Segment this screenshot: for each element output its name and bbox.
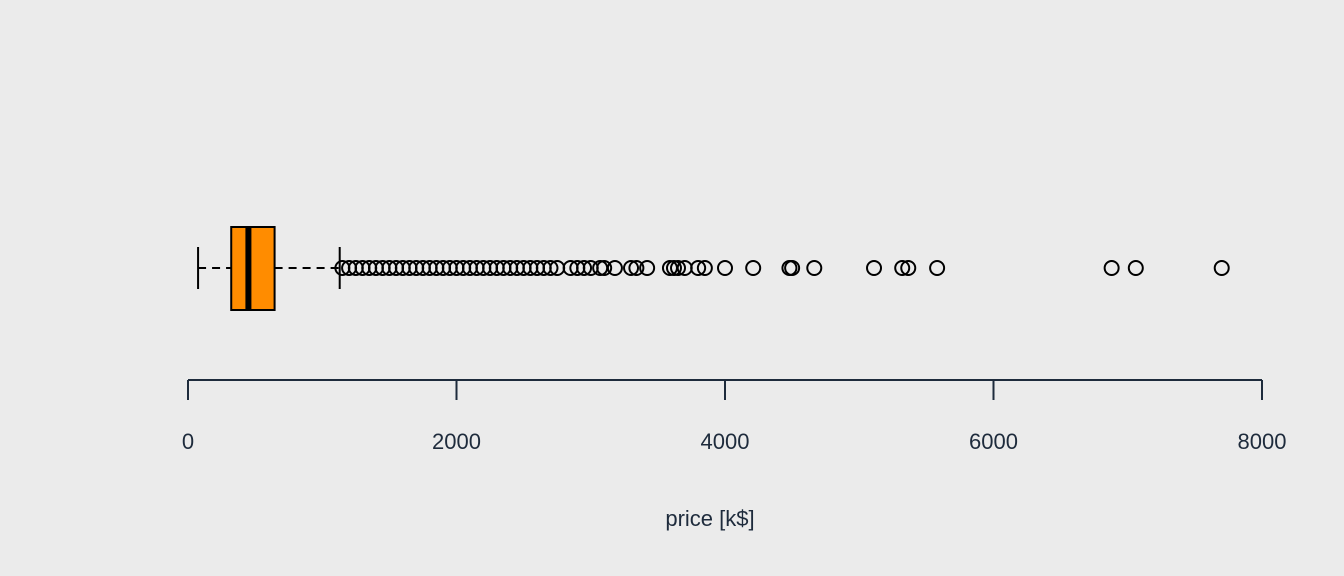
iqr-box — [230, 226, 276, 311]
x-tick-label: 4000 — [701, 429, 750, 454]
x-tick-label: 2000 — [432, 429, 481, 454]
x-tick-label: 0 — [182, 429, 194, 454]
outlier-point — [929, 260, 946, 276]
outlier-point — [576, 260, 593, 276]
plot-area — [197, 226, 1230, 311]
x-axis-title: price [k$] — [665, 506, 754, 531]
outlier-point — [696, 260, 713, 276]
outlier-point — [606, 260, 623, 276]
outlier-point — [1103, 260, 1120, 276]
outlier-point — [542, 260, 559, 276]
x-axis: 0 2000 4000 6000 8000 — [182, 379, 1287, 454]
outlier-point — [784, 260, 801, 276]
outlier-point — [866, 260, 883, 276]
x-tick-label: 8000 — [1238, 429, 1287, 454]
outlier-point — [639, 260, 656, 276]
outlier-point — [717, 260, 733, 276]
outlier-point — [623, 260, 640, 276]
outlier-point — [900, 260, 917, 276]
outlier-point — [670, 260, 687, 276]
outlier-point — [690, 260, 707, 276]
outlier-point — [1127, 260, 1144, 276]
outlier-point — [1213, 260, 1230, 276]
outlier-point — [806, 260, 823, 276]
outlier-point — [596, 260, 613, 276]
outlier-point — [665, 260, 682, 276]
x-tick-label: 6000 — [969, 429, 1018, 454]
outlier-point — [894, 260, 911, 276]
outlier-point — [745, 260, 762, 276]
outlier-point — [628, 260, 645, 276]
